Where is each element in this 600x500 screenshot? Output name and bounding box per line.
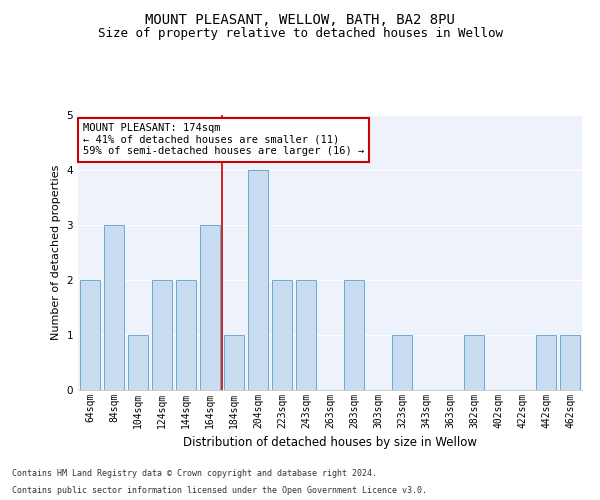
- Bar: [176, 280, 196, 390]
- Text: MOUNT PLEASANT, WELLOW, BATH, BA2 8PU: MOUNT PLEASANT, WELLOW, BATH, BA2 8PU: [145, 12, 455, 26]
- X-axis label: Distribution of detached houses by size in Wellow: Distribution of detached houses by size …: [183, 436, 477, 450]
- Bar: [392, 335, 412, 390]
- Bar: [200, 225, 220, 390]
- Bar: [128, 335, 148, 390]
- Bar: [224, 335, 244, 390]
- Bar: [152, 280, 172, 390]
- Bar: [344, 280, 364, 390]
- Bar: [104, 225, 124, 390]
- Y-axis label: Number of detached properties: Number of detached properties: [51, 165, 61, 340]
- Bar: [296, 280, 316, 390]
- Text: Contains HM Land Registry data © Crown copyright and database right 2024.: Contains HM Land Registry data © Crown c…: [12, 468, 377, 477]
- Bar: [80, 280, 100, 390]
- Bar: [560, 335, 580, 390]
- Text: MOUNT PLEASANT: 174sqm
← 41% of detached houses are smaller (11)
59% of semi-det: MOUNT PLEASANT: 174sqm ← 41% of detached…: [83, 123, 364, 156]
- Text: Contains public sector information licensed under the Open Government Licence v3: Contains public sector information licen…: [12, 486, 427, 495]
- Bar: [248, 170, 268, 390]
- Bar: [272, 280, 292, 390]
- Bar: [464, 335, 484, 390]
- Text: Size of property relative to detached houses in Wellow: Size of property relative to detached ho…: [97, 28, 503, 40]
- Bar: [536, 335, 556, 390]
